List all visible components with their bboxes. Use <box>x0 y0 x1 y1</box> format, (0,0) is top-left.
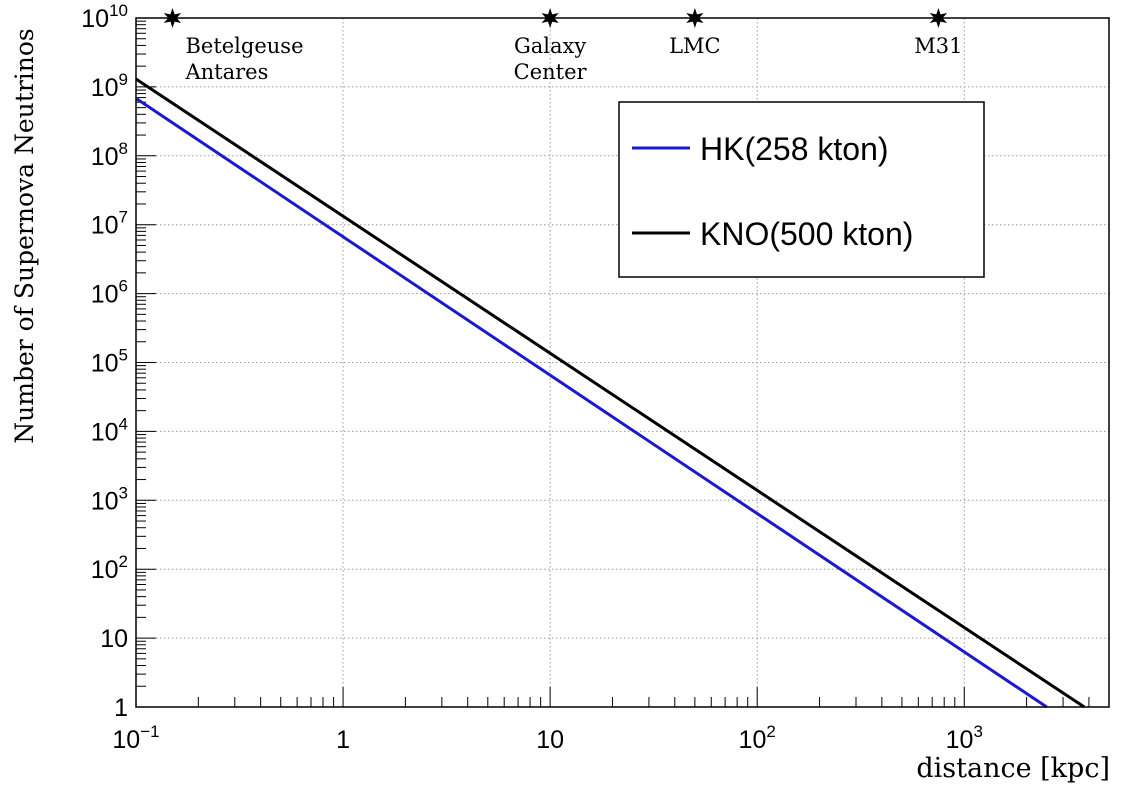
y-tick-label: 104 <box>91 414 128 446</box>
x-axis-label: distance [kpc] <box>916 753 1110 784</box>
betelgeuse-label: Antares <box>184 60 268 84</box>
x-tick-label: 10−1 <box>112 722 159 754</box>
y-axis-label: Number of Supernova Neutrinos <box>10 28 39 443</box>
plot-frame <box>135 17 1110 708</box>
y-tick-label: 10 <box>100 625 128 653</box>
betelgeuse-label: Betelgeuse <box>185 34 303 58</box>
legend-label: KNO(500 kton) <box>700 216 913 252</box>
legend-label: HK(258 kton) <box>700 131 889 167</box>
y-tick-label: 106 <box>91 277 128 309</box>
galaxy-center-label: Center <box>514 60 588 84</box>
x-tick-label: 10 <box>536 726 564 754</box>
y-tick-label: 1010 <box>81 1 128 33</box>
y-tick-label: 103 <box>91 483 128 515</box>
y-tick-label: 109 <box>91 70 128 102</box>
betelgeuse-star-marker <box>163 8 182 28</box>
tick-labels: 10−1 1 10 102 103110102103104105106107108109… <box>81 1 983 754</box>
series-lines <box>135 77 1086 709</box>
grid <box>136 18 1109 707</box>
y-tick-label: 107 <box>91 208 128 240</box>
x-tick-label: 103 <box>946 722 983 754</box>
legend: HK(258 kton) KNO(500 kton) <box>618 101 985 278</box>
legend-box <box>618 101 985 278</box>
series-line-kno <box>135 77 1086 709</box>
galaxy-center-star-marker <box>541 8 559 28</box>
y-tick-label: 1 <box>114 694 128 722</box>
m31-star-marker <box>929 8 948 28</box>
lmc-star-marker <box>686 8 704 28</box>
axis-ticks <box>135 20 1110 708</box>
y-tick-label: 102 <box>91 552 128 584</box>
y-tick-label: 108 <box>91 139 128 171</box>
galaxy-center-label: Galaxy <box>514 34 586 58</box>
x-tick-label: 1 <box>336 726 350 754</box>
lmc-label: LMC <box>669 34 721 58</box>
m31-label: M31 <box>914 34 962 58</box>
series-line-hk <box>135 97 1048 709</box>
x-tick-label: 102 <box>739 722 776 754</box>
y-tick-label: 105 <box>91 346 128 378</box>
